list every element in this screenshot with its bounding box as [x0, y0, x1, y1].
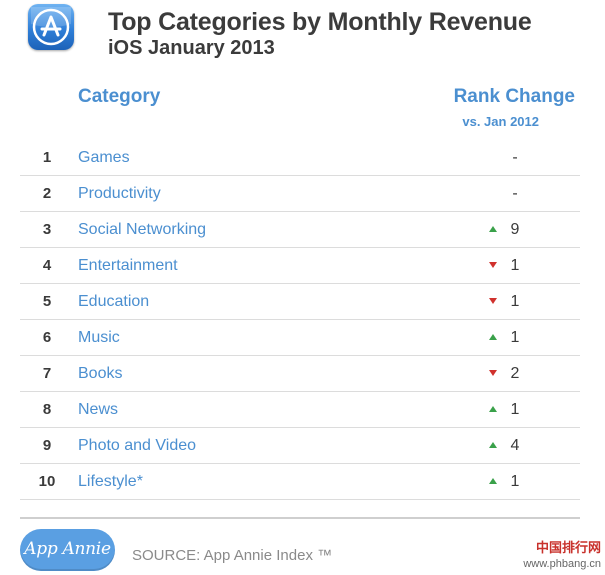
arrow-up-icon: [489, 478, 497, 484]
rank-number: 3: [42, 221, 52, 238]
arrow-up-icon: [489, 226, 497, 232]
rank-number: 4: [42, 257, 52, 274]
arrow-up-icon: [489, 442, 497, 448]
rank-change-value: -: [512, 185, 518, 202]
ranking-table: 1 Games - 2 Productivity - 3 Social Networking 9…: [20, 140, 580, 500]
table-row: 3 Social Networking 9: [20, 212, 580, 248]
category-name: Photo and Video: [78, 437, 197, 454]
category-name: Music: [78, 329, 120, 346]
chart-subtitle: iOS January 2013: [108, 37, 275, 59]
rank-change-value: 1: [510, 329, 520, 346]
table-row: 8 News 1: [20, 392, 580, 428]
arrow-down-icon: [489, 298, 497, 304]
category-name: Entertainment: [78, 257, 178, 274]
table-row: 6 Music 1: [20, 320, 580, 356]
rank-number: 9: [42, 437, 52, 454]
category-name: Productivity: [78, 185, 161, 202]
rank-change-value: 1: [510, 257, 520, 274]
category-name: Games: [78, 149, 130, 166]
rank-change-value: 4: [510, 437, 520, 454]
rank-number: 7: [42, 365, 52, 382]
rank-number: 1: [42, 149, 52, 166]
rank-change-value: 1: [510, 401, 520, 418]
rank-number: 8: [42, 401, 52, 418]
chart-title: Top Categories by Monthly Revenue: [108, 8, 532, 36]
category-name: Books: [78, 365, 123, 382]
category-name: Social Networking: [78, 221, 207, 238]
rank-number: 6: [42, 329, 52, 346]
rank-change-value: 2: [510, 365, 520, 382]
arrow-down-icon: [489, 262, 497, 268]
app-annie-logo: App Annie: [20, 529, 115, 571]
column-header-rank-change: Rank Change: [453, 86, 575, 107]
rank-change-value: 1: [510, 293, 520, 310]
table-row: 5 Education 1: [20, 284, 580, 320]
column-header-rank-change-sub: vs. Jan 2012: [462, 114, 539, 129]
logo-text: App Annie: [24, 539, 111, 559]
table-row: 7 Books 2: [20, 356, 580, 392]
table-row: 9 Photo and Video 4: [20, 428, 580, 464]
arrow-up-icon: [489, 406, 497, 412]
source-note: SOURCE: App Annie Index ™: [132, 547, 333, 564]
table-row: 2 Productivity -: [20, 176, 580, 212]
table-row: 10 Lifestyle* 1: [20, 464, 580, 500]
rank-change-value: 9: [510, 221, 520, 238]
rank-change-value: 1: [510, 473, 520, 490]
watermark-url: www.phbang.cn: [523, 558, 601, 570]
arrow-down-icon: [489, 370, 497, 376]
app-store-icon: [28, 4, 74, 50]
watermark: 中国排行网 www.phbang.cn: [523, 540, 601, 572]
arrow-up-icon: [489, 334, 497, 340]
table-row: 4 Entertainment 1: [20, 248, 580, 284]
column-header-category: Category: [78, 86, 161, 107]
rank-number: 2: [42, 185, 52, 202]
watermark-title: 中国排行网: [535, 540, 601, 555]
category-name: Education: [78, 293, 150, 310]
rank-number: 10: [38, 473, 56, 490]
rank-change-value: -: [512, 149, 518, 166]
category-name: News: [78, 401, 119, 418]
rank-number: 5: [42, 293, 52, 310]
category-name: Lifestyle*: [78, 473, 143, 490]
footer-divider: [20, 517, 580, 519]
table-row: 1 Games -: [20, 140, 580, 176]
